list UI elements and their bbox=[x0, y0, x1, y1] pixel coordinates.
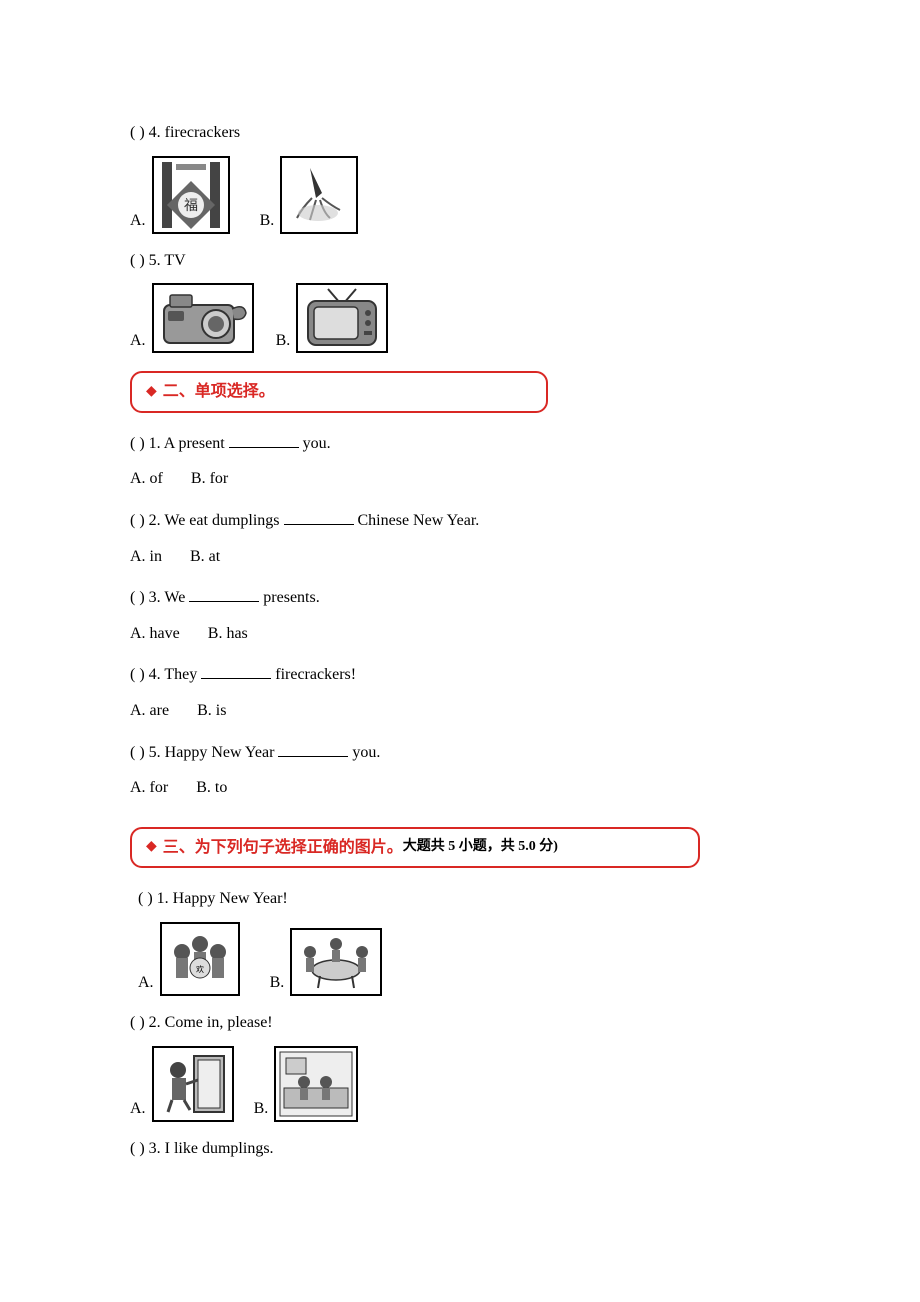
mc-q5-optA[interactable]: A. for bbox=[130, 775, 168, 801]
mc-q2-optA[interactable]: A. in bbox=[130, 544, 162, 570]
door-enter-image bbox=[152, 1046, 234, 1122]
camera-image bbox=[152, 283, 254, 353]
s3-q2-prefix: ( ) 2. bbox=[130, 1014, 165, 1031]
diamond-icon: ◆ bbox=[146, 836, 157, 858]
s3-q2-options: A. B. bbox=[130, 1046, 790, 1122]
s3-q1-prefix: ( ) 1. bbox=[138, 890, 173, 907]
s3-q1: ( ) 1. Happy New Year! bbox=[138, 886, 790, 912]
section3-title: 三、为下列句子选择正确的图片。 bbox=[163, 835, 403, 861]
s3-q3: ( ) 3. I like dumplings. bbox=[130, 1136, 790, 1162]
mc-q2-optB[interactable]: B. at bbox=[190, 544, 220, 570]
mc-q3-optB[interactable]: B. has bbox=[208, 621, 248, 647]
s3-q1-text: Happy New Year! bbox=[173, 890, 288, 907]
mc-q3-blank[interactable] bbox=[189, 586, 259, 602]
section2-header: ◆ 二、单项选择。 bbox=[130, 371, 548, 413]
q4-prefix: ( ) 4. bbox=[130, 124, 165, 141]
mc-q1-optA[interactable]: A. of bbox=[130, 466, 163, 492]
s3-q1-optB-label: B. bbox=[270, 970, 285, 996]
mc-q5-prefix: ( ) 5. Happy New Year bbox=[130, 744, 278, 761]
mc-q1-blank[interactable] bbox=[229, 432, 299, 448]
svg-text:欢: 欢 bbox=[196, 964, 204, 974]
section3-header: ◆ 三、为下列句子选择正确的图片。 大题共 5 小题，共 5.0 分) bbox=[130, 827, 700, 869]
mc-q4-prefix: ( ) 4. They bbox=[130, 666, 201, 683]
mc-q1-options: A. of B. for bbox=[130, 466, 790, 492]
mc-q1-prefix: ( ) 1. A present bbox=[130, 435, 229, 452]
mc-q4-optA[interactable]: A. are bbox=[130, 698, 169, 724]
mc-q5-blank[interactable] bbox=[278, 741, 348, 757]
mc-q3-options: A. have B. has bbox=[130, 621, 790, 647]
mc-q1: ( ) 1. A present you. bbox=[130, 431, 790, 457]
firecracker-burst-image bbox=[280, 156, 358, 234]
vocab-q4: ( ) 4. firecrackers bbox=[130, 120, 790, 146]
tv-image bbox=[296, 283, 388, 353]
mc-q3-prefix: ( ) 3. We bbox=[130, 589, 189, 606]
table-group-image bbox=[290, 928, 382, 996]
q4-optA-label: A. bbox=[130, 208, 146, 234]
s3-q2: ( ) 2. Come in, please! bbox=[130, 1010, 790, 1036]
mc-q5-options: A. for B. to bbox=[130, 775, 790, 801]
q5-word: TV bbox=[164, 252, 185, 269]
mc-q2-options: A. in B. at bbox=[130, 544, 790, 570]
mc-q1-suffix: you. bbox=[299, 435, 331, 452]
mc-q4-suffix: firecrackers! bbox=[271, 666, 356, 683]
s3-q2-optA-label: A. bbox=[130, 1096, 146, 1122]
q4-optB-label: B. bbox=[260, 208, 275, 234]
q4-word: firecrackers bbox=[165, 124, 241, 141]
newyear-kids-image: 欢 bbox=[160, 922, 240, 996]
s3-q2-optB-label: B. bbox=[254, 1096, 269, 1122]
svg-text:福: 福 bbox=[184, 198, 198, 214]
mc-q5: ( ) 5. Happy New Year you. bbox=[130, 740, 790, 766]
mc-q2-blank[interactable] bbox=[284, 509, 354, 525]
room-scene-image bbox=[274, 1046, 358, 1122]
mc-q3-suffix: presents. bbox=[259, 589, 319, 606]
mc-q4-optB[interactable]: B. is bbox=[197, 698, 226, 724]
mc-q4-blank[interactable] bbox=[201, 663, 271, 679]
section2-title: 二、单项选择。 bbox=[163, 379, 275, 405]
q4-options: A. 福 B. bbox=[130, 156, 790, 234]
mc-q5-optB[interactable]: B. to bbox=[196, 775, 227, 801]
fu-banner-image: 福 bbox=[152, 156, 230, 234]
s3-q2-text: Come in, please! bbox=[165, 1014, 273, 1031]
q5-optB-label: B. bbox=[276, 328, 291, 354]
q5-prefix: ( ) 5. bbox=[130, 252, 164, 269]
mc-q4-options: A. are B. is bbox=[130, 698, 790, 724]
s3-q1-optA-label: A. bbox=[138, 970, 154, 996]
vocab-q5: ( ) 5. TV bbox=[130, 248, 790, 274]
s3-q1-options: A. 欢 B. bbox=[138, 922, 790, 996]
mc-q2-prefix: ( ) 2. We eat dumplings bbox=[130, 512, 284, 529]
s3-q3-prefix: ( ) 3. bbox=[130, 1140, 165, 1157]
mc-q3: ( ) 3. We presents. bbox=[130, 585, 790, 611]
mc-q4: ( ) 4. They firecrackers! bbox=[130, 662, 790, 688]
mc-q2: ( ) 2. We eat dumplings Chinese New Year… bbox=[130, 508, 790, 534]
mc-q5-suffix: you. bbox=[348, 744, 380, 761]
section3-subtitle: 大题共 5 小题，共 5.0 分) bbox=[403, 836, 558, 858]
q5-optA-label: A. bbox=[130, 328, 146, 354]
mc-q2-suffix: Chinese New Year. bbox=[354, 512, 480, 529]
mc-q1-optB[interactable]: B. for bbox=[191, 466, 228, 492]
s3-q3-text: I like dumplings. bbox=[165, 1140, 274, 1157]
mc-q3-optA[interactable]: A. have bbox=[130, 621, 180, 647]
diamond-icon: ◆ bbox=[146, 381, 157, 403]
q5-options: A. B. bbox=[130, 283, 790, 353]
